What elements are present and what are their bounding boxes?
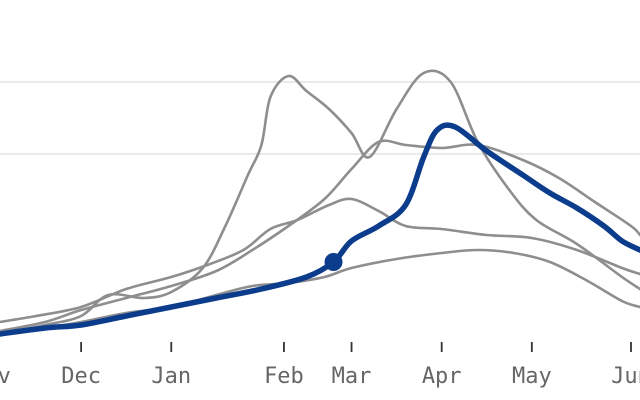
x-tick-label-mar: Mar	[332, 364, 372, 389]
x-tick-label-dec: Dec	[61, 364, 101, 389]
x-tick-label-jun: Jun	[611, 364, 640, 389]
x-tick-label-jan: Jan	[151, 364, 191, 389]
x-tick-label-apr: Apr	[422, 364, 462, 389]
series-layer	[0, 69, 640, 337]
x-axis: Nov Dec Jan Feb Mar Apr May Jun	[0, 342, 640, 389]
background-series-line-4	[0, 248, 640, 336]
x-tick-label-may: May	[512, 364, 552, 389]
gridlines	[0, 81, 640, 155]
x-tick-label-feb: Feb	[264, 364, 304, 389]
background-series-line-1	[0, 69, 640, 336]
background-series-line-3	[0, 139, 640, 333]
highlight-point-marker	[324, 253, 343, 271]
x-tick-label-nov: Nov	[0, 364, 11, 389]
highlight-series-line	[0, 122, 640, 337]
background-series-line-2	[0, 197, 640, 324]
